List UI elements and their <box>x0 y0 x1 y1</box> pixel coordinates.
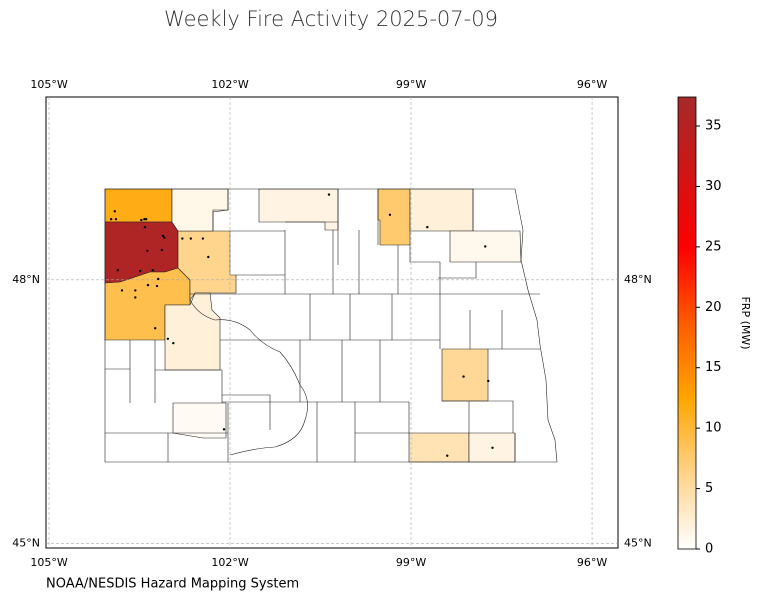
fire-point <box>484 245 487 248</box>
colorbar-tick-label: 10 <box>705 421 722 436</box>
county-fill <box>258 188 339 231</box>
fire-point <box>113 210 116 213</box>
x-tick-label: 105°W <box>30 78 67 91</box>
fire-point <box>116 268 120 272</box>
fire-point <box>143 218 146 221</box>
fire-point <box>172 341 175 345</box>
fire-point <box>163 236 166 239</box>
fire-point <box>109 218 113 221</box>
fire-point <box>140 218 143 222</box>
fire-point <box>222 428 226 431</box>
y-tick-label: 48°N <box>12 273 40 286</box>
fire-point <box>154 327 157 330</box>
fire-point <box>160 248 164 252</box>
colorbar-tick-label: 35 <box>705 119 722 134</box>
fire-point <box>201 237 205 240</box>
x-tick-label: 96°W <box>577 556 607 569</box>
county-fill <box>377 188 411 246</box>
regions <box>104 188 522 463</box>
colorbar-label: FRP (MW) <box>739 296 752 349</box>
fire-point <box>327 193 331 196</box>
fire-point <box>446 454 449 457</box>
fire-point <box>157 277 160 281</box>
fire-point <box>138 269 142 273</box>
fire-point <box>166 337 170 340</box>
colorbar-tick-label: 5 <box>705 481 713 496</box>
y-tick-label: 45°N <box>12 537 40 550</box>
fire-point <box>487 379 490 383</box>
fire-point <box>146 283 150 287</box>
fire-point <box>426 225 429 229</box>
fire-point <box>114 218 118 221</box>
county-fill <box>104 188 173 223</box>
fire-point <box>462 375 465 378</box>
source: NOAA/NESDIS Hazard Mapping System <box>46 577 299 592</box>
county-fill <box>441 348 489 402</box>
x-tick-label: 99°W <box>396 556 426 569</box>
fire-point <box>134 296 137 299</box>
fire-point <box>491 446 494 449</box>
fire-point <box>388 213 392 217</box>
colorbar-tick-label: 0 <box>705 542 713 557</box>
county-lines <box>104 188 558 463</box>
fire-point <box>155 284 159 288</box>
county-fill <box>172 402 227 439</box>
fire-point <box>134 289 137 292</box>
fire-point <box>207 255 210 259</box>
fire-point <box>161 234 165 238</box>
fire-point <box>120 289 124 292</box>
county-fill <box>408 432 470 463</box>
x-tick-label: 105°W <box>30 556 67 569</box>
colorbar-tick-label: 15 <box>705 360 722 375</box>
river <box>189 299 308 456</box>
fire-point <box>143 225 147 229</box>
x-tick-label: 99°W <box>396 78 426 91</box>
chart-title: Weekly Fire Activity 2025-07-09 <box>164 7 498 31</box>
map-frame <box>45 96 619 549</box>
x-tick-label: 96°W <box>577 78 607 91</box>
colorbar-tick-label: 30 <box>705 179 722 194</box>
x-tick-label: 102°W <box>211 556 248 569</box>
fire-point <box>144 218 148 221</box>
fire-point <box>181 237 184 240</box>
x-tick-label: 102°W <box>211 78 248 91</box>
y-tick-label: 45°N <box>624 537 652 550</box>
fire-point <box>151 268 154 272</box>
colorbar-tick-label: 25 <box>705 239 722 254</box>
county-fill <box>409 188 474 232</box>
y-tick-label: 48°N <box>624 273 652 286</box>
fire-point <box>146 249 149 253</box>
fire-point <box>189 237 193 240</box>
colorbar <box>677 96 697 550</box>
colorbar-tick-label: 20 <box>705 300 722 315</box>
